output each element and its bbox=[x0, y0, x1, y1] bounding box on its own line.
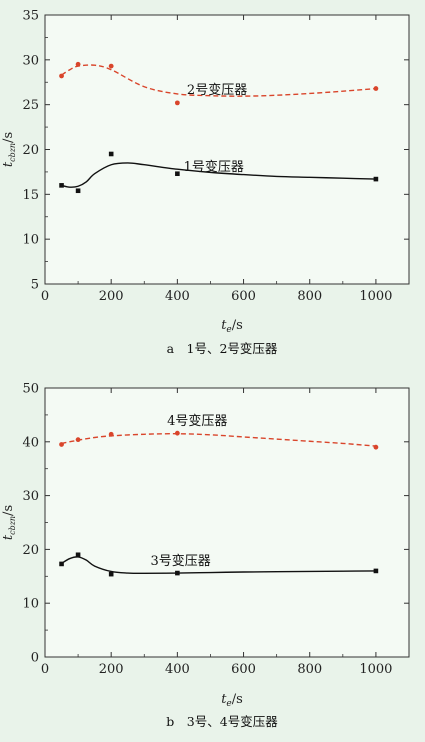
data-point bbox=[108, 151, 114, 157]
data-point bbox=[373, 568, 379, 574]
x-tick-label: 0 bbox=[41, 662, 49, 677]
data-point bbox=[108, 431, 114, 437]
data-point bbox=[175, 171, 180, 177]
series-label: 4号变压器 bbox=[167, 413, 227, 429]
x-tick-label: 1000 bbox=[359, 662, 392, 677]
data-point bbox=[174, 430, 180, 436]
series-label: 3号变压器 bbox=[151, 553, 211, 569]
x-tick-label: 800 bbox=[297, 289, 322, 304]
y-tick-label: 30 bbox=[22, 53, 39, 68]
series-fit-line bbox=[61, 556, 376, 575]
y-axis-title: tcbzn/s bbox=[1, 132, 17, 167]
plot-frame bbox=[44, 14, 410, 285]
data-point bbox=[59, 442, 64, 447]
y-tick-label: 35 bbox=[22, 9, 39, 24]
data-point bbox=[174, 100, 180, 106]
x-axis-title: te/s bbox=[221, 692, 243, 709]
y-tick-label: 50 bbox=[22, 382, 39, 397]
data-point bbox=[75, 188, 81, 194]
figure-caption: b 3号、4号变压器 bbox=[166, 714, 278, 729]
data-point bbox=[373, 176, 379, 182]
y-tick-label: 10 bbox=[22, 597, 39, 612]
y-tick-label: 20 bbox=[22, 543, 39, 558]
y-tick-label: 25 bbox=[22, 98, 39, 113]
y-tick-label: 5 bbox=[31, 278, 39, 293]
x-tick-label: 600 bbox=[231, 289, 256, 304]
data-point bbox=[59, 73, 64, 79]
x-axis-title: te/s bbox=[221, 318, 243, 335]
y-tick-label: 15 bbox=[22, 188, 39, 203]
data-point bbox=[59, 561, 64, 567]
data-point bbox=[175, 570, 180, 576]
chart-b: 0 200 400 600 800 1000 0 10 20 30 40 50 te/s tcbzn/s 4… bbox=[1, 382, 410, 729]
data-point bbox=[373, 444, 379, 450]
x-tick-label: 800 bbox=[297, 662, 322, 677]
y-axis-title: tcbzn/s bbox=[1, 505, 17, 540]
data-point bbox=[75, 552, 81, 558]
series-label: 2号变压器 bbox=[187, 82, 247, 98]
series-label: 1号变压器 bbox=[184, 159, 244, 175]
y-tick-label: 0 bbox=[31, 651, 39, 666]
y-tick-label: 30 bbox=[22, 489, 39, 504]
y-tick-label: 10 bbox=[22, 233, 39, 248]
x-tick-label: 400 bbox=[165, 289, 190, 304]
data-point bbox=[59, 183, 64, 188]
y-tick-label: 40 bbox=[22, 435, 39, 450]
data-point bbox=[373, 86, 379, 91]
y-tick-label: 20 bbox=[22, 143, 39, 158]
plot-frame bbox=[44, 387, 410, 658]
series-fit-line bbox=[61, 162, 376, 188]
x-tick-label: 0 bbox=[41, 289, 49, 304]
data-point bbox=[75, 61, 81, 67]
data-point bbox=[108, 571, 114, 577]
chart-a: 0 200 400 600 800 1000 5 10 15 20 25 30 35 te/s tcbzn/… bbox=[1, 9, 410, 356]
x-tick-label: 600 bbox=[231, 662, 256, 677]
data-point bbox=[75, 437, 81, 443]
x-tick-label: 400 bbox=[165, 662, 190, 677]
x-tick-label: 200 bbox=[99, 289, 124, 304]
x-tick-label: 1000 bbox=[359, 289, 392, 304]
figure-caption: a 1号、2号变压器 bbox=[167, 341, 278, 356]
x-tick-label: 200 bbox=[99, 662, 124, 677]
data-point bbox=[108, 63, 114, 69]
series-fit-line bbox=[61, 433, 376, 447]
